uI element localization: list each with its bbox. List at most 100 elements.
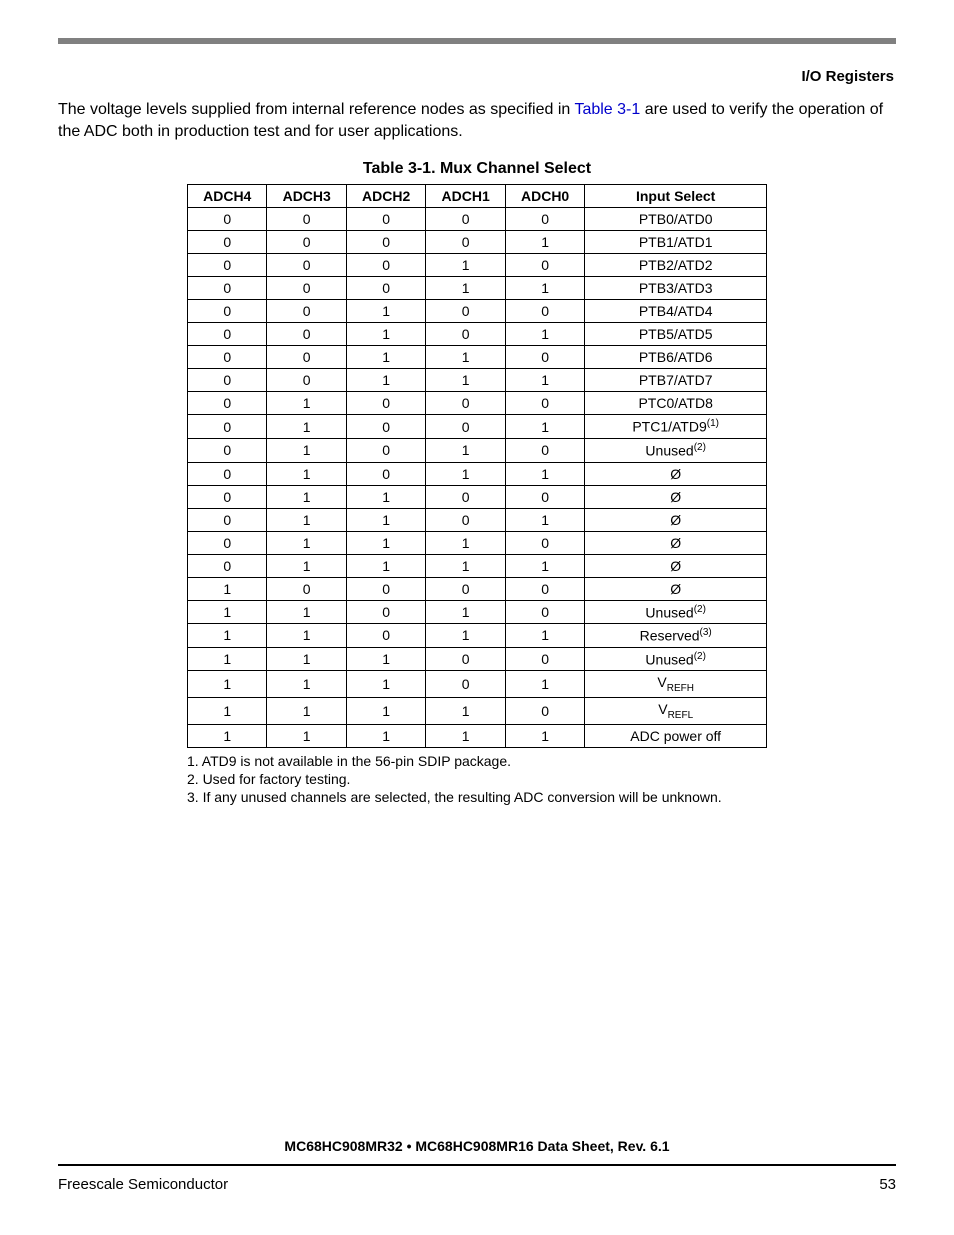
- table-row: 11010Unused(2): [188, 600, 767, 624]
- table-cell: 1: [267, 725, 346, 748]
- col-input-select: Input Select: [585, 185, 767, 208]
- input-select-cell: PTB3/ATD3: [585, 277, 767, 300]
- table-cell: 1: [267, 438, 346, 462]
- input-select-cell: PTB5/ATD5: [585, 323, 767, 346]
- table-cell: 0: [346, 415, 425, 439]
- table-cell: 1: [346, 725, 425, 748]
- table-cell: 0: [267, 346, 346, 369]
- table-cell: 0: [505, 346, 584, 369]
- table-cell: 0: [188, 485, 267, 508]
- table-cell: 1: [267, 698, 346, 725]
- table-cell: 0: [346, 392, 425, 415]
- table-cell: 1: [505, 725, 584, 748]
- table-cell: 0: [346, 577, 425, 600]
- table-cell: 0: [346, 231, 425, 254]
- table-row: 00111PTB7/ATD7: [188, 369, 767, 392]
- table-cell: 0: [505, 647, 584, 671]
- table-cell: 0: [188, 300, 267, 323]
- table-cell: 0: [346, 462, 425, 485]
- col-adch0: ADCH0: [505, 185, 584, 208]
- table-cell: 0: [188, 462, 267, 485]
- table-row: 01111Ø: [188, 554, 767, 577]
- table-cell: 1: [267, 647, 346, 671]
- input-select-cell: PTC0/ATD8: [585, 392, 767, 415]
- table-cell: 1: [426, 725, 505, 748]
- table-cell: 1: [267, 392, 346, 415]
- table-cell: 1: [505, 277, 584, 300]
- table-cell: 0: [188, 277, 267, 300]
- table-cell: 1: [346, 698, 425, 725]
- table-cell: 0: [426, 208, 505, 231]
- table-cell: 1: [188, 624, 267, 648]
- table-cell: 0: [267, 277, 346, 300]
- table-notes: 1. ATD9 is not available in the 56-pin S…: [187, 752, 767, 807]
- table-row: 01011Ø: [188, 462, 767, 485]
- col-adch1: ADCH1: [426, 185, 505, 208]
- table-cell: 1: [346, 531, 425, 554]
- note-3: 3. If any unused channels are selected, …: [187, 788, 767, 806]
- table-cell: 0: [426, 323, 505, 346]
- mux-channel-table: ADCH4 ADCH3 ADCH2 ADCH1 ADCH0 Input Sele…: [187, 184, 767, 748]
- table-cell: 1: [426, 554, 505, 577]
- input-select-cell: PTB4/ATD4: [585, 300, 767, 323]
- note-1: 1. ATD9 is not available in the 56-pin S…: [187, 752, 767, 770]
- table-row: 00011PTB3/ATD3: [188, 277, 767, 300]
- table-row: 01000PTC0/ATD8: [188, 392, 767, 415]
- table-cell: 0: [505, 438, 584, 462]
- table-row: 11110VREFL: [188, 698, 767, 725]
- table-cell: 0: [426, 508, 505, 531]
- input-select-cell: Ø: [585, 462, 767, 485]
- table-row: 11101VREFH: [188, 671, 767, 698]
- col-adch2: ADCH2: [346, 185, 425, 208]
- table-cell: 1: [188, 600, 267, 624]
- table-cell: 1: [426, 369, 505, 392]
- table-cell: 0: [188, 208, 267, 231]
- section-header: I/O Registers: [58, 68, 896, 85]
- table-row: 00001PTB1/ATD1: [188, 231, 767, 254]
- input-select-cell: VREFH: [585, 671, 767, 698]
- table-cell: 1: [267, 600, 346, 624]
- table-row: 00110PTB6/ATD6: [188, 346, 767, 369]
- table-row: 11100Unused(2): [188, 647, 767, 671]
- table-cell: 1: [426, 531, 505, 554]
- table-cell: 0: [267, 369, 346, 392]
- table-cell: 0: [188, 415, 267, 439]
- table-cell: 0: [188, 346, 267, 369]
- table-cell: 0: [346, 254, 425, 277]
- table-cell: 0: [426, 415, 505, 439]
- table-row: 00100PTB4/ATD4: [188, 300, 767, 323]
- table-cell: 0: [426, 485, 505, 508]
- table-cell: 1: [346, 647, 425, 671]
- table-cell: 1: [505, 671, 584, 698]
- table-cell: 1: [267, 624, 346, 648]
- table-cell: 0: [346, 208, 425, 231]
- table-row: 00000PTB0/ATD0: [188, 208, 767, 231]
- table-cell: 0: [426, 300, 505, 323]
- table-cell: 1: [505, 323, 584, 346]
- table-cell: 1: [267, 508, 346, 531]
- table-cell: 0: [188, 508, 267, 531]
- table-cell: 0: [426, 231, 505, 254]
- col-adch3: ADCH3: [267, 185, 346, 208]
- table-cell: 0: [505, 698, 584, 725]
- table-header-row: ADCH4 ADCH3 ADCH2 ADCH1 ADCH0 Input Sele…: [188, 185, 767, 208]
- table-ref-link[interactable]: Table 3-1: [574, 101, 640, 118]
- table-cell: 0: [188, 369, 267, 392]
- input-select-cell: Unused(2): [585, 438, 767, 462]
- table-cell: 1: [426, 254, 505, 277]
- table-cell: 1: [426, 624, 505, 648]
- table-cell: 1: [426, 462, 505, 485]
- table-cell: 1: [188, 671, 267, 698]
- table-cell: 1: [426, 600, 505, 624]
- table-cell: 0: [346, 438, 425, 462]
- table-cell: 0: [426, 577, 505, 600]
- table-cell: 1: [426, 698, 505, 725]
- table-row: 10000Ø: [188, 577, 767, 600]
- footer-left: Freescale Semiconductor: [58, 1176, 228, 1193]
- table-row: 01110Ø: [188, 531, 767, 554]
- table-cell: 0: [188, 323, 267, 346]
- table-cell: 1: [505, 415, 584, 439]
- table-cell: 0: [346, 277, 425, 300]
- table-cell: 0: [505, 600, 584, 624]
- table-cell: 1: [346, 485, 425, 508]
